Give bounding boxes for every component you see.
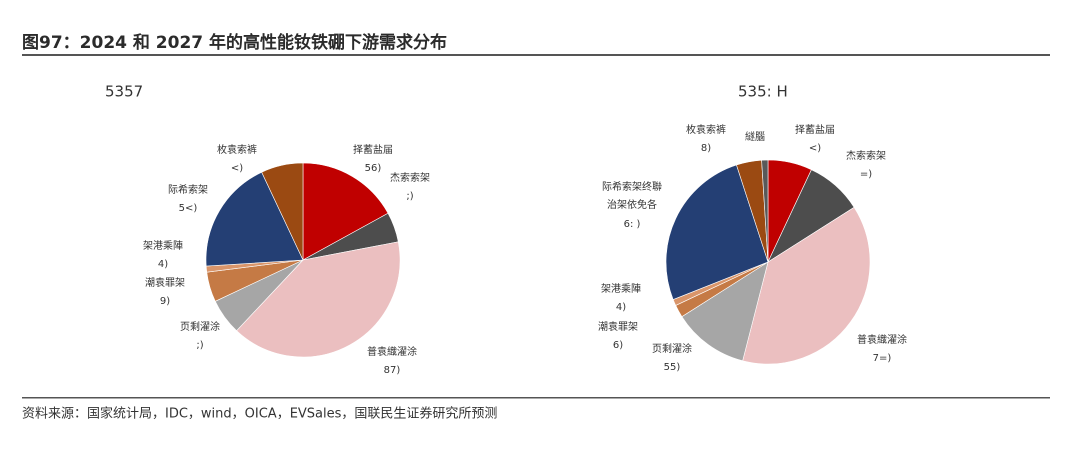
value-label: ;) — [196, 340, 203, 351]
value-label: 56) — [365, 163, 382, 174]
pie-slice — [261, 162, 304, 261]
slice-label: 枚袁索裤 — [686, 123, 726, 136]
value-label: ;) — [406, 191, 413, 202]
slice-label: 潮袁罪架 — [598, 320, 638, 333]
title-rule — [22, 54, 1050, 56]
pie-slice — [236, 241, 401, 358]
slice-label: 架港乘陣 — [143, 239, 183, 252]
label-line: 际希索架终聯 — [602, 180, 662, 193]
value-label: 5<) — [179, 203, 198, 214]
slice-label: 普袁織濯涂 — [857, 333, 907, 346]
value-label: 7=) — [873, 353, 892, 364]
slice-label: 杰索索架 — [390, 171, 430, 184]
chart-title: 535: H — [738, 83, 788, 101]
pie-slice — [761, 159, 769, 263]
slice-label: 际希索架终聯治架依免各 — [602, 180, 662, 211]
value-label: 87) — [384, 365, 401, 376]
footer-rule — [22, 397, 1050, 399]
slice-label: 架港乘陣 — [601, 282, 641, 295]
value-label: =) — [860, 169, 872, 180]
slice-label: 普袁織濯涂 — [367, 345, 417, 358]
value-label: 9) — [160, 296, 170, 307]
value-label: 55) — [664, 362, 681, 373]
value-label: 4) — [158, 259, 168, 270]
chart-title: 5357 — [105, 83, 143, 101]
value-label: 4) — [616, 302, 626, 313]
value-label: 6: ) — [624, 219, 641, 230]
value-label: 8) — [701, 143, 711, 154]
value-label: <) — [809, 143, 821, 154]
slice-label: 际希索架 — [168, 183, 208, 196]
label-line: 治架依免各 — [607, 198, 657, 211]
pie-slice — [205, 171, 304, 267]
source-note: 资料来源：国家统计局，IDC，wind，OICA，EVSales，国联民生证券研… — [22, 406, 497, 422]
value-label: <) — [231, 163, 243, 174]
page-title: 图97：2024 和 2027 年的高性能钕铁硼下游需求分布 — [22, 32, 447, 53]
slice-label: 页剩濯涂 — [180, 320, 220, 333]
pie-slice — [665, 164, 769, 300]
slice-label: 枚袁索裤 — [217, 143, 257, 156]
slice-label: 择蓄盐届 — [353, 143, 393, 156]
slice-label: 潮袁罪架 — [145, 276, 185, 289]
slice-label: 页剩濯涂 — [652, 342, 692, 355]
pie-slice — [681, 261, 769, 362]
slice-label: 择蓄盐届 — [795, 123, 835, 136]
pie-slice — [302, 162, 389, 261]
slice-label: 繸腦 — [745, 130, 765, 143]
slice-label: 杰索索架 — [846, 149, 886, 162]
value-label: 6) — [613, 340, 623, 351]
pie-slice — [742, 206, 871, 365]
